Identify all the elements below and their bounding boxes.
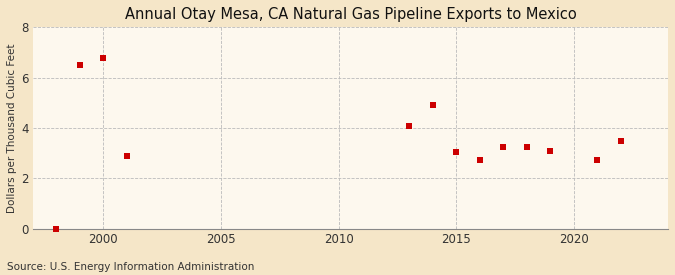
Point: [592, 157, 603, 162]
Point: [404, 123, 414, 128]
Point: [616, 139, 626, 143]
Point: [427, 103, 438, 108]
Point: [498, 145, 509, 149]
Point: [451, 150, 462, 154]
Y-axis label: Dollars per Thousand Cubic Feet: Dollars per Thousand Cubic Feet: [7, 43, 17, 213]
Point: [522, 145, 533, 149]
Point: [74, 63, 85, 67]
Text: Source: U.S. Energy Information Administration: Source: U.S. Energy Information Administ…: [7, 262, 254, 272]
Point: [122, 154, 132, 158]
Title: Annual Otay Mesa, CA Natural Gas Pipeline Exports to Mexico: Annual Otay Mesa, CA Natural Gas Pipelin…: [125, 7, 576, 22]
Point: [51, 227, 61, 231]
Point: [98, 55, 109, 60]
Point: [475, 157, 485, 162]
Point: [545, 148, 556, 153]
